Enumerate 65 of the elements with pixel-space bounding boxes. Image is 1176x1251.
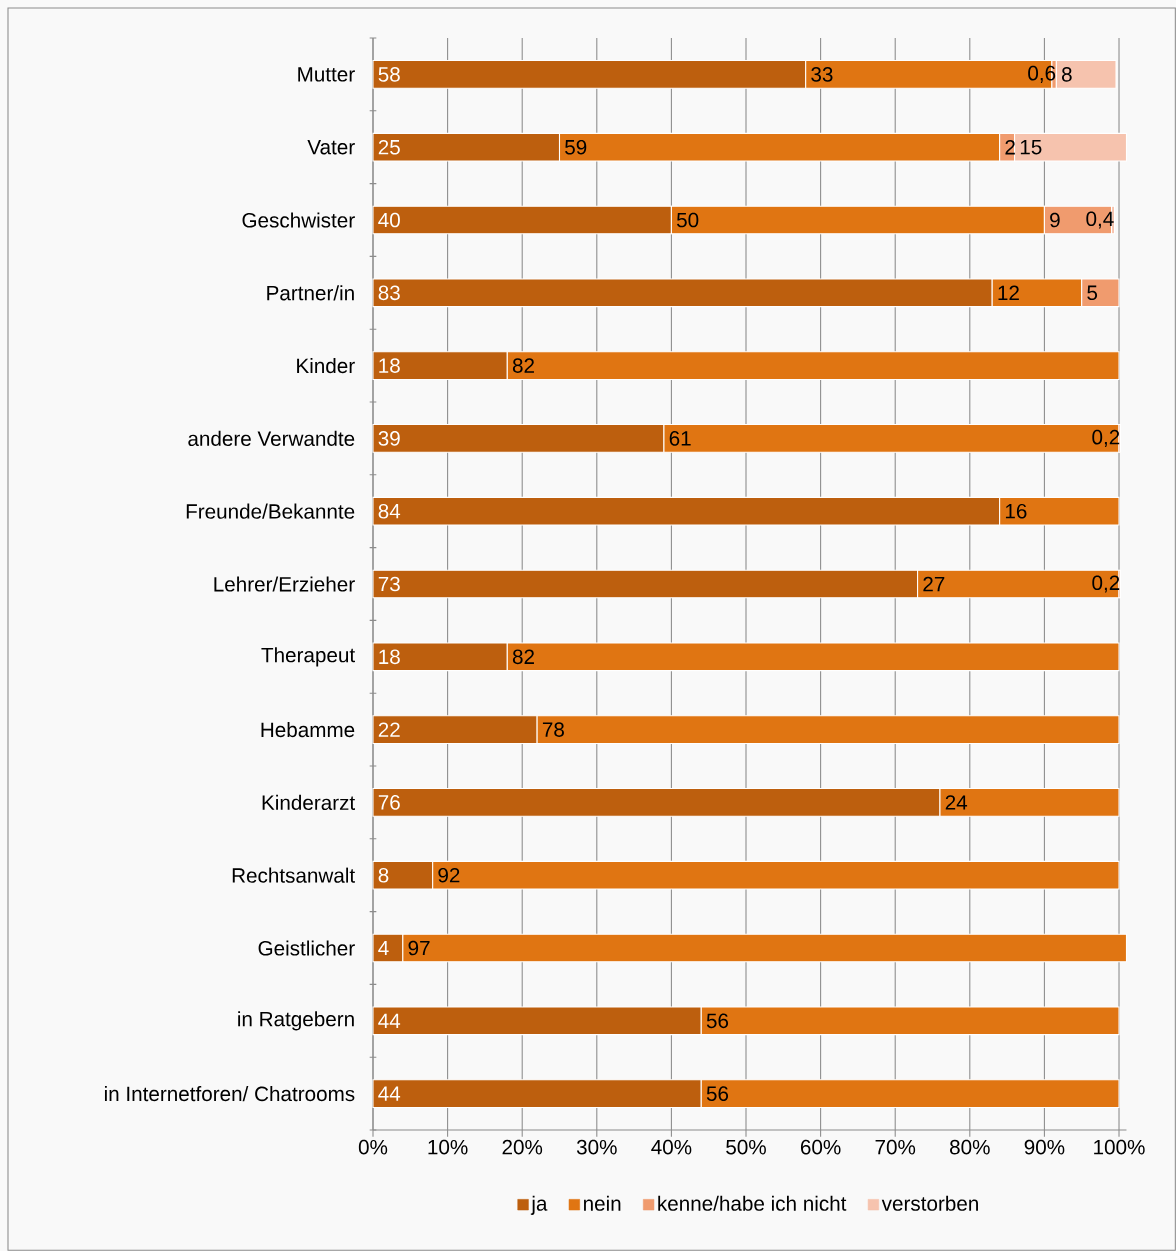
data-label: 8 bbox=[378, 867, 389, 883]
data-label: 16 bbox=[1005, 503, 1027, 519]
y-tick-label: Vater bbox=[307, 139, 355, 155]
data-label: 44 bbox=[378, 1086, 401, 1101]
x-tick-label: 90% bbox=[1024, 1139, 1065, 1155]
data-label: 44 bbox=[378, 1013, 401, 1028]
y-tick-label: Kinderarzt bbox=[262, 794, 355, 810]
y-tick-label: Kinder bbox=[297, 358, 355, 374]
y-tick-label: Therapeut bbox=[261, 647, 355, 667]
x-tick-label: 10% bbox=[428, 1139, 468, 1155]
x-tick-label: 60% bbox=[800, 1139, 841, 1155]
data-label: 82 bbox=[512, 358, 534, 373]
data-label: 76 bbox=[378, 795, 400, 810]
x-tick-label: 80% bbox=[950, 1139, 990, 1155]
x-tick-label: 0% bbox=[358, 1139, 388, 1155]
data-label: 15 bbox=[1020, 139, 1042, 155]
data-label: 39 bbox=[378, 431, 400, 446]
data-label: 5 bbox=[1087, 285, 1098, 301]
y-tick-label: in Ratgebern bbox=[238, 1011, 354, 1031]
y-tick-label: Hebamme bbox=[261, 722, 355, 738]
legend-label: nein bbox=[584, 1195, 621, 1211]
data-label: 59 bbox=[565, 139, 587, 155]
data-label: 83 bbox=[378, 285, 400, 301]
data-label: 84 bbox=[378, 503, 401, 519]
data-label: 56 bbox=[706, 1013, 729, 1029]
data-label: 12 bbox=[998, 285, 1019, 301]
data-label: 50 bbox=[676, 212, 699, 228]
y-tick-label: Lehrer/Erzieher bbox=[214, 576, 355, 592]
data-label: 56 bbox=[706, 1086, 729, 1101]
data-label: 4 bbox=[378, 940, 389, 956]
data-label: 82 bbox=[512, 649, 534, 665]
x-tick-label: 20% bbox=[502, 1139, 543, 1155]
y-tick-label: in Internetforen/ Chatrooms bbox=[104, 1086, 355, 1102]
data-label: 97 bbox=[408, 940, 430, 956]
data-label: 33 bbox=[811, 67, 833, 82]
data-label: 73 bbox=[378, 576, 400, 592]
data-label: 8 bbox=[1061, 67, 1072, 82]
data-label: 58 bbox=[378, 67, 400, 82]
x-tick-label: 30% bbox=[576, 1139, 617, 1155]
legend-label: ja bbox=[530, 1195, 548, 1215]
data-label: 27 bbox=[923, 576, 945, 592]
y-tick-label: Rechtsanwalt bbox=[232, 867, 355, 883]
legend-label: kenne/habe ich nicht bbox=[658, 1195, 847, 1211]
data-label: 18 bbox=[379, 358, 400, 373]
x-tick-label: 70% bbox=[875, 1139, 916, 1155]
data-label: 9 bbox=[1050, 212, 1060, 228]
x-tick-label: 50% bbox=[726, 1139, 766, 1155]
y-tick-label: Partner/in bbox=[267, 285, 354, 301]
data-label: 25 bbox=[378, 139, 400, 155]
bar bbox=[1055, 60, 1117, 89]
x-tick-label: 40% bbox=[651, 1139, 692, 1155]
x-tick-label: 100% bbox=[1094, 1139, 1145, 1155]
y-tick-label: Geistlicher bbox=[258, 940, 355, 956]
y-tick-label: Freunde/Bekannte bbox=[186, 503, 355, 519]
data-label: 24 bbox=[945, 795, 968, 810]
data-label: 40 bbox=[378, 212, 400, 228]
y-tick-label: Geschwister bbox=[242, 212, 355, 228]
y-tick-label: Mutter bbox=[298, 67, 355, 82]
data-label: 61 bbox=[669, 431, 691, 446]
data-label: 78 bbox=[542, 722, 564, 737]
data-label: 92 bbox=[438, 867, 460, 883]
y-tick-label: andere Verwandte bbox=[188, 430, 355, 446]
data-label: 18 bbox=[379, 649, 400, 665]
data-label: 22 bbox=[378, 722, 400, 737]
legend-label: verstorben bbox=[881, 1195, 978, 1211]
